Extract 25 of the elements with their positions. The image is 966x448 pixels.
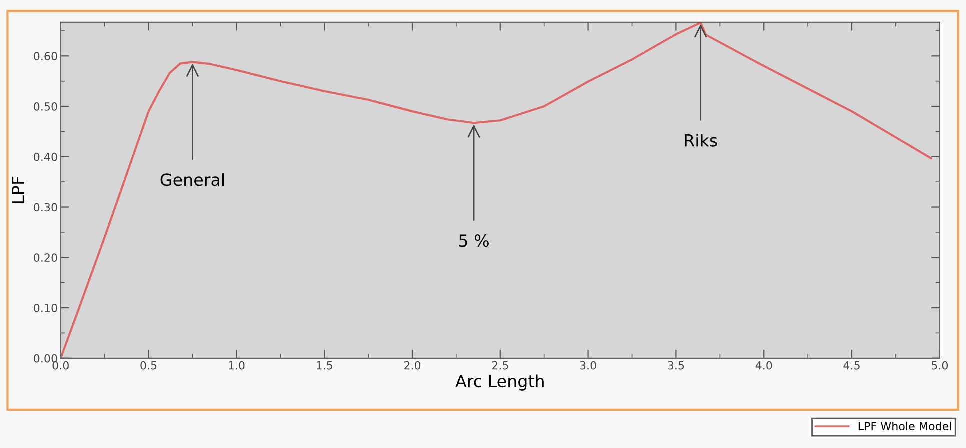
x-tick-label: 3.5 <box>668 361 684 370</box>
annotation: Riks <box>685 134 718 147</box>
x-tick-label: 5.0 <box>932 361 948 370</box>
y-tick-label: 0.40 <box>34 152 58 162</box>
x-tick-label: 2.5 <box>492 361 508 370</box>
y-tick-label: 0.00 <box>34 354 58 363</box>
x-tick-label: 4.5 <box>844 362 860 370</box>
x-tick-label: 0.5 <box>140 361 157 370</box>
x-tick-label: 3.0 <box>580 361 596 370</box>
x-tick-label: 0.0 <box>52 361 69 370</box>
annotation: General <box>160 173 224 186</box>
annotation: 5 % <box>459 234 489 248</box>
y-tick-label: 0.50 <box>34 102 58 111</box>
y-tick-label: 0.20 <box>34 254 58 262</box>
y-tick-label: 0.30 <box>34 203 58 212</box>
y-tick-label: 0.10 <box>34 304 58 312</box>
x-tick-label: 4.0 <box>756 361 772 370</box>
x-tick-label: 2.0 <box>404 361 421 370</box>
y-axis-title: LPF <box>12 176 24 204</box>
x-axis-title: Arc Length <box>456 374 544 391</box>
legend-label: LPF Whole Model <box>858 422 952 431</box>
y-tick-label: 0.60 <box>34 52 58 61</box>
x-tick-label: 1.5 <box>316 362 332 370</box>
line-series <box>60 22 932 358</box>
x-tick-label: 1.0 <box>229 361 245 370</box>
